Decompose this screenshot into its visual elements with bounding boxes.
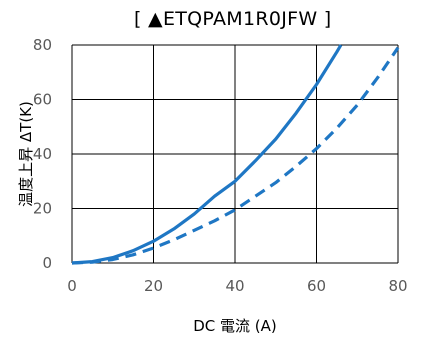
y-axis-label: 温度上昇 ΔT(K) (17, 101, 35, 207)
grid (71, 44, 399, 264)
x-tick-label: 40 (225, 277, 244, 295)
chart-title-text: [ ▲ETQPAM1R0JFW ] (134, 8, 332, 30)
series-line-dashed (71, 46, 400, 265)
x-tick-labels: 0 20 40 60 80 (67, 277, 407, 295)
x-tick-label: 60 (307, 277, 326, 295)
y-tick-label: 80 (33, 36, 52, 54)
x-tick-label: 80 (388, 277, 407, 295)
y-tick-label: 40 (33, 145, 52, 163)
x-tick-label: 20 (144, 277, 163, 295)
series-group (71, 44, 400, 265)
x-tick-label: 0 (67, 277, 77, 295)
series-line-solid (71, 44, 343, 265)
y-tick-label: 0 (42, 254, 52, 272)
y-tick-labels: 0 20 40 60 80 (33, 36, 52, 272)
x-axis-label: DC 電流 (A) (193, 317, 277, 335)
y-tick-label: 20 (33, 200, 52, 218)
y-tick-label: 60 (33, 91, 52, 109)
